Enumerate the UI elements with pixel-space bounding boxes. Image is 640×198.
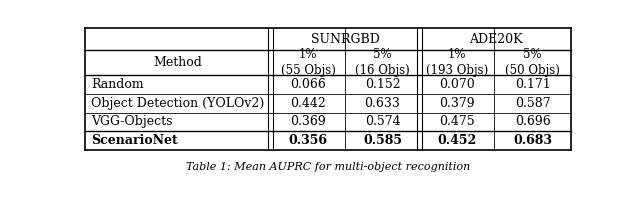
Text: ADE20K: ADE20K: [468, 33, 522, 46]
Text: Random: Random: [91, 78, 143, 91]
Text: 0.683: 0.683: [513, 134, 552, 147]
Text: 0.574: 0.574: [365, 115, 401, 129]
Text: 0.696: 0.696: [515, 115, 550, 129]
Text: 0.070: 0.070: [439, 78, 475, 91]
Text: Table 1: Mean AUPRC for multi-object recognition: Table 1: Mean AUPRC for multi-object rec…: [186, 162, 470, 172]
Text: 1%
(193 Objs): 1% (193 Objs): [426, 48, 488, 77]
Text: ScenarioNet: ScenarioNet: [91, 134, 178, 147]
Text: SUNRGBD: SUNRGBD: [311, 33, 380, 46]
Text: 0.356: 0.356: [289, 134, 328, 147]
Text: 0.442: 0.442: [291, 97, 326, 110]
Text: 0.171: 0.171: [515, 78, 550, 91]
Text: 5%
(50 Objs): 5% (50 Objs): [505, 48, 560, 77]
Text: 5%
(16 Objs): 5% (16 Objs): [355, 48, 410, 77]
Text: 0.369: 0.369: [291, 115, 326, 129]
Text: 0.587: 0.587: [515, 97, 550, 110]
Text: 0.152: 0.152: [365, 78, 401, 91]
Text: Object Detection (YOLOv2): Object Detection (YOLOv2): [91, 97, 264, 110]
Text: 0.633: 0.633: [365, 97, 401, 110]
Text: VGG-Objects: VGG-Objects: [91, 115, 172, 129]
Text: 0.475: 0.475: [439, 115, 475, 129]
Text: 1%
(55 Objs): 1% (55 Objs): [281, 48, 335, 77]
Text: 0.066: 0.066: [290, 78, 326, 91]
Text: Method: Method: [154, 56, 202, 69]
Text: 0.585: 0.585: [363, 134, 402, 147]
Text: 0.379: 0.379: [439, 97, 475, 110]
Text: 0.452: 0.452: [437, 134, 477, 147]
